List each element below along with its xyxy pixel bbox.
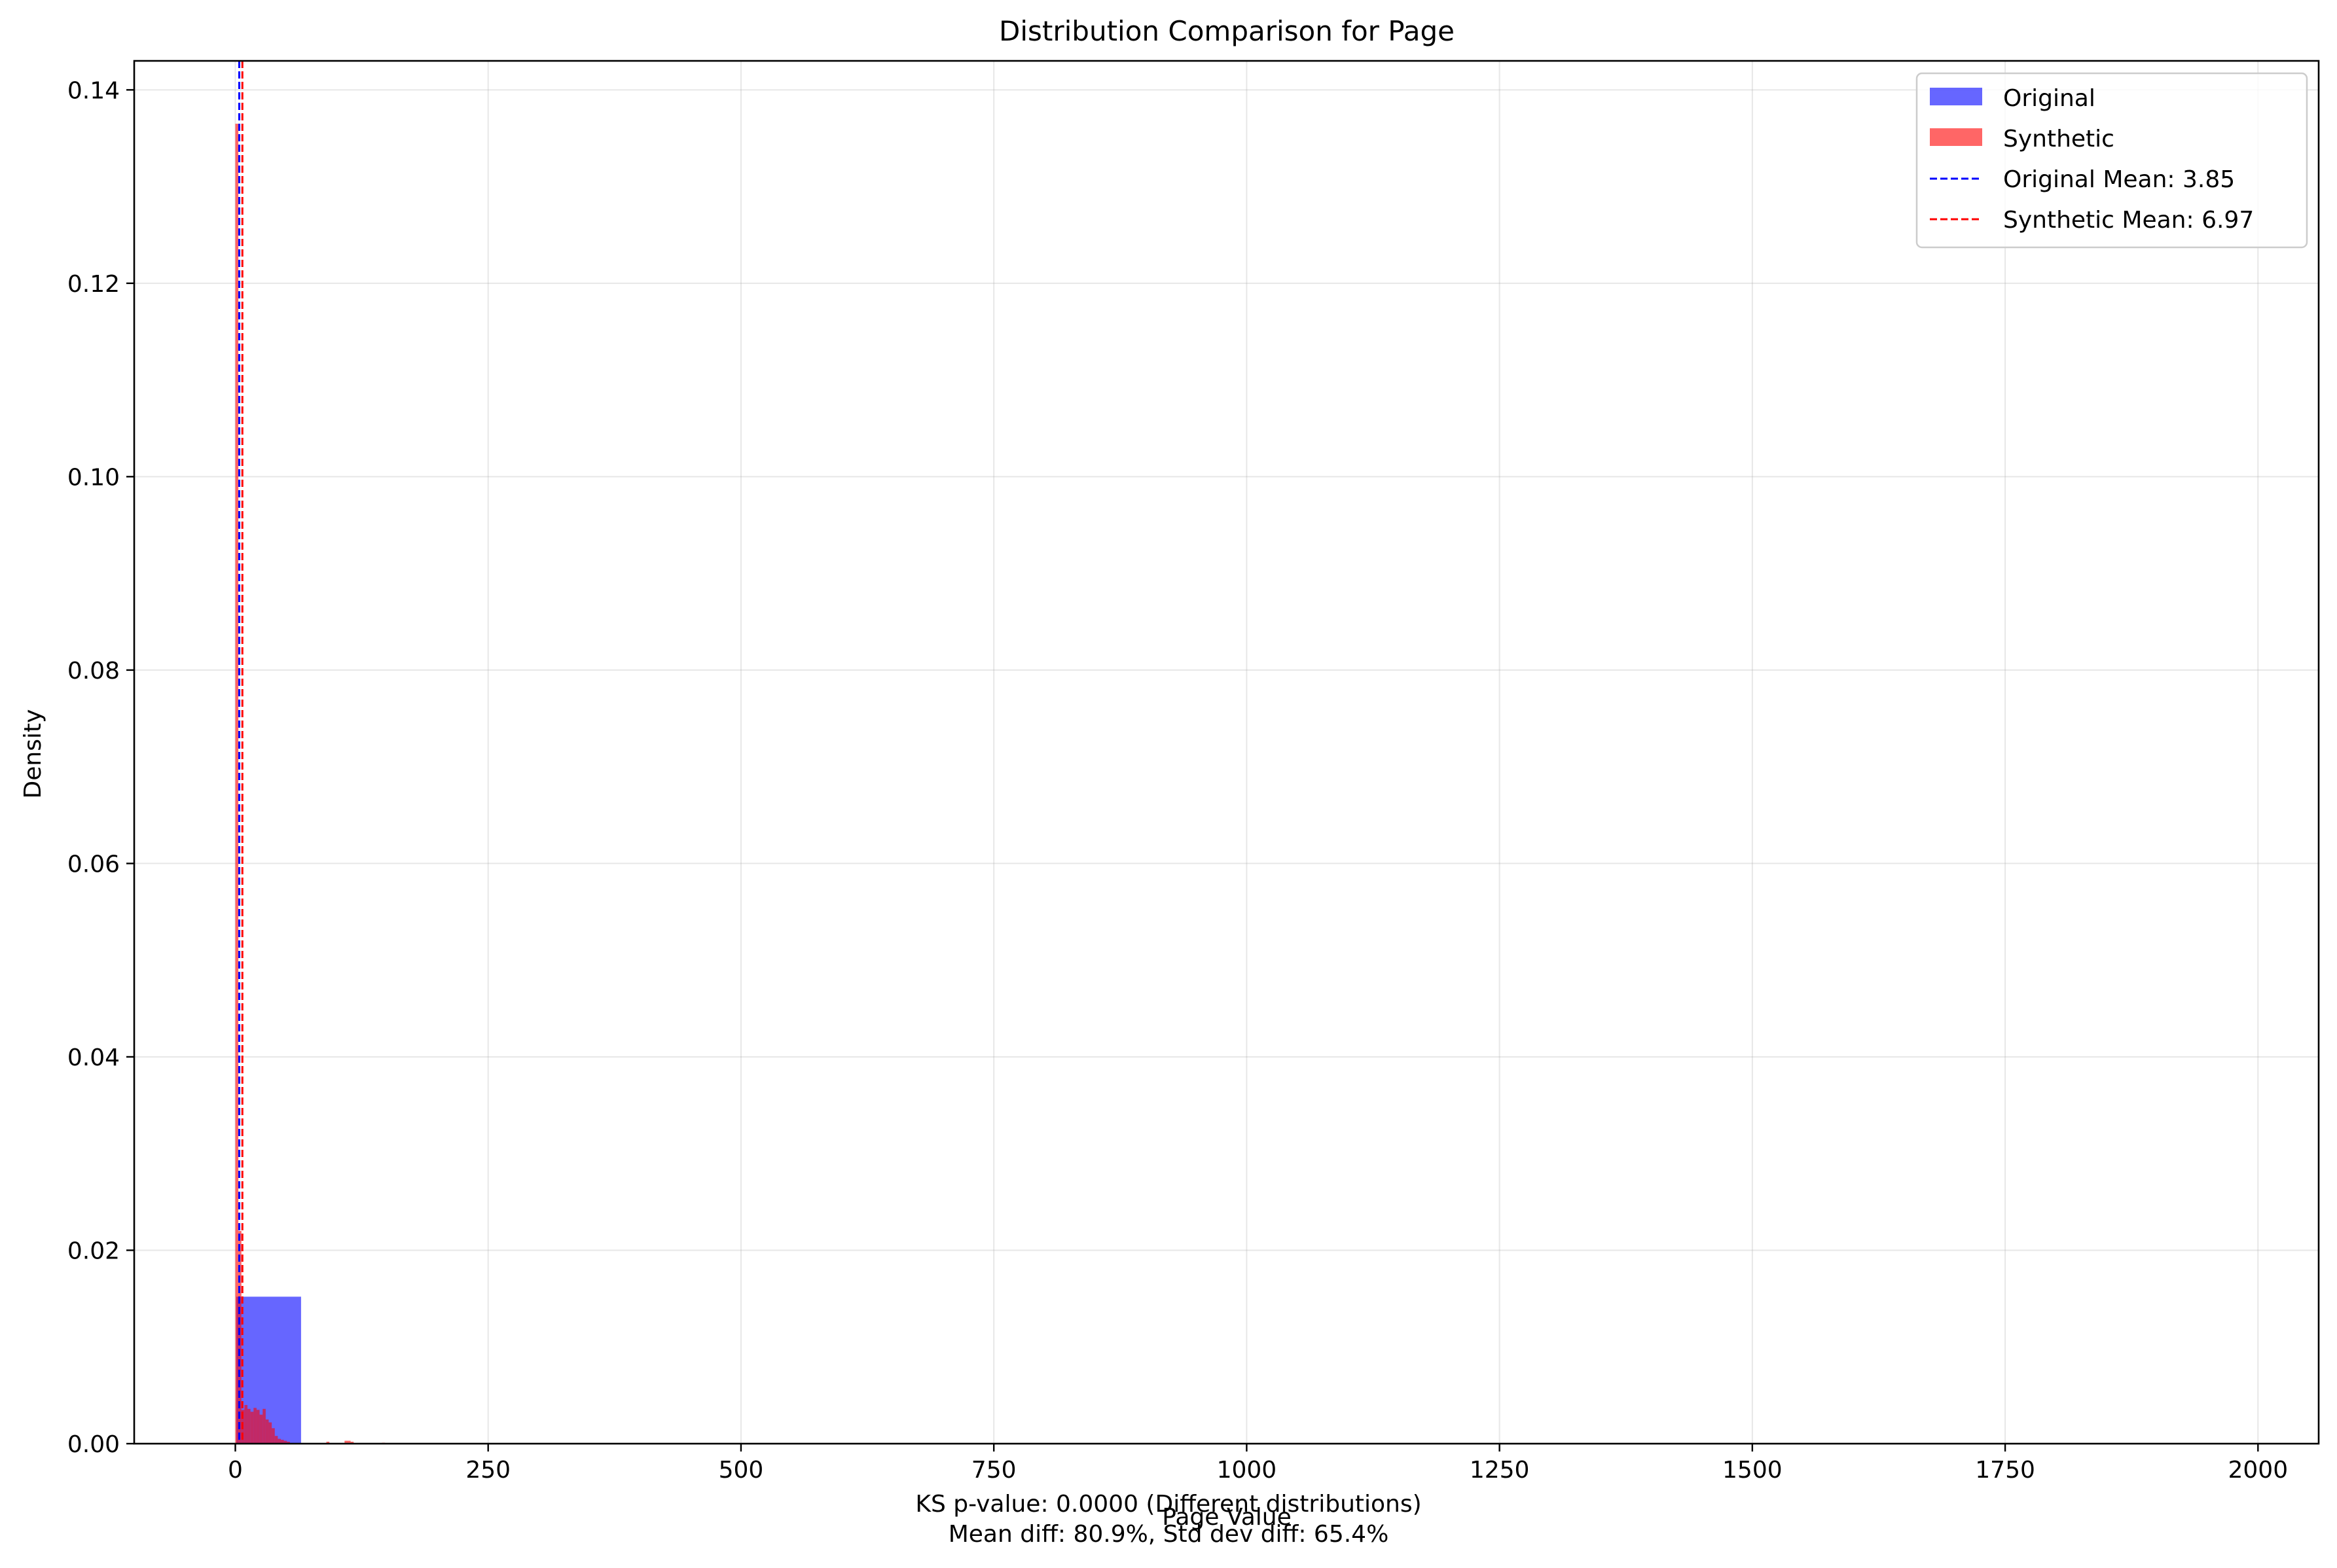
y-tick-label: 0.06 [67,851,120,878]
x-tick-label: 1000 [1217,1457,1277,1484]
y-tick-label: 0.08 [67,658,120,685]
synthetic-bar [326,1442,330,1444]
x-axis-label: Page Value [1162,1504,1291,1531]
x-tick-label: 1750 [1975,1457,2035,1484]
y-tick-label: 0.04 [67,1044,120,1071]
y-tick-label: 0.10 [67,464,120,491]
y-tick-label: 0.02 [67,1238,120,1264]
legend-label-synthetic-mean: Synthetic Mean: 6.97 [2003,207,2254,234]
diff-annotation: Mean diff: 80.9%, Std dev diff: 65.4% [949,1521,1389,1548]
synthetic-bar [235,124,239,1444]
mean-lines [238,61,244,1444]
legend-label-original: Original [2003,85,2095,112]
synthetic-bar [344,1440,351,1444]
synthetic-bar [283,1440,287,1444]
synthetic-bar [244,1404,248,1444]
chart-title: Distribution Comparison for Page [999,15,1455,47]
x-tick-label: 1250 [1470,1457,1530,1484]
x-tick-label: 750 [971,1457,1017,1484]
synthetic-bar [265,1419,269,1444]
x-tick-label: 2000 [2228,1457,2288,1484]
synthetic-bar [350,1442,354,1444]
ks-annotation: KS p-value: 0.0000 (Different distributi… [915,1491,1421,1518]
legend-label-synthetic: Synthetic [2003,126,2114,152]
x-tick-label: 500 [719,1457,764,1484]
synthetic-bar [263,1408,266,1444]
y-tick-label: 0.12 [67,271,120,298]
synthetic-bar [274,1436,278,1444]
synthetic-bar [253,1408,257,1444]
legend-swatch-synthetic [1930,128,1982,146]
plot-frame [133,60,2320,1445]
legend: Original Synthetic Original Mean: 3.85 S… [1915,72,2308,249]
y-axis: 0.00 0.02 0.04 0.06 0.08 0.10 0.12 0.14 [67,77,134,1458]
synthetic-bar [256,1410,260,1444]
synthetic-bar [278,1438,281,1444]
x-axis: 0 250 500 750 1000 1250 1500 1750 2000 [228,1444,2288,1484]
legend-box [1915,72,2308,249]
synthetic-bar [272,1428,275,1444]
synthetic-bar [281,1440,284,1444]
y-axis-label: Density [20,709,46,799]
synthetic-bar [247,1408,251,1444]
synthetic-bar [259,1414,263,1444]
y-tick-label: 0.14 [67,77,120,104]
legend-label-original-mean: Original Mean: 3.85 [2003,166,2235,193]
legend-swatch-original [1930,88,1982,105]
x-tick-label: 0 [228,1457,243,1484]
x-tick-label: 250 [465,1457,511,1484]
histogram-bars [235,124,386,1444]
synthetic-bar [268,1422,272,1444]
synthetic-bar [250,1412,254,1444]
synthetic-bar [287,1442,290,1444]
x-tick-label: 1500 [1722,1457,1783,1484]
y-tick-label: 0.00 [67,1431,120,1458]
synthetic-bar [238,1230,242,1444]
